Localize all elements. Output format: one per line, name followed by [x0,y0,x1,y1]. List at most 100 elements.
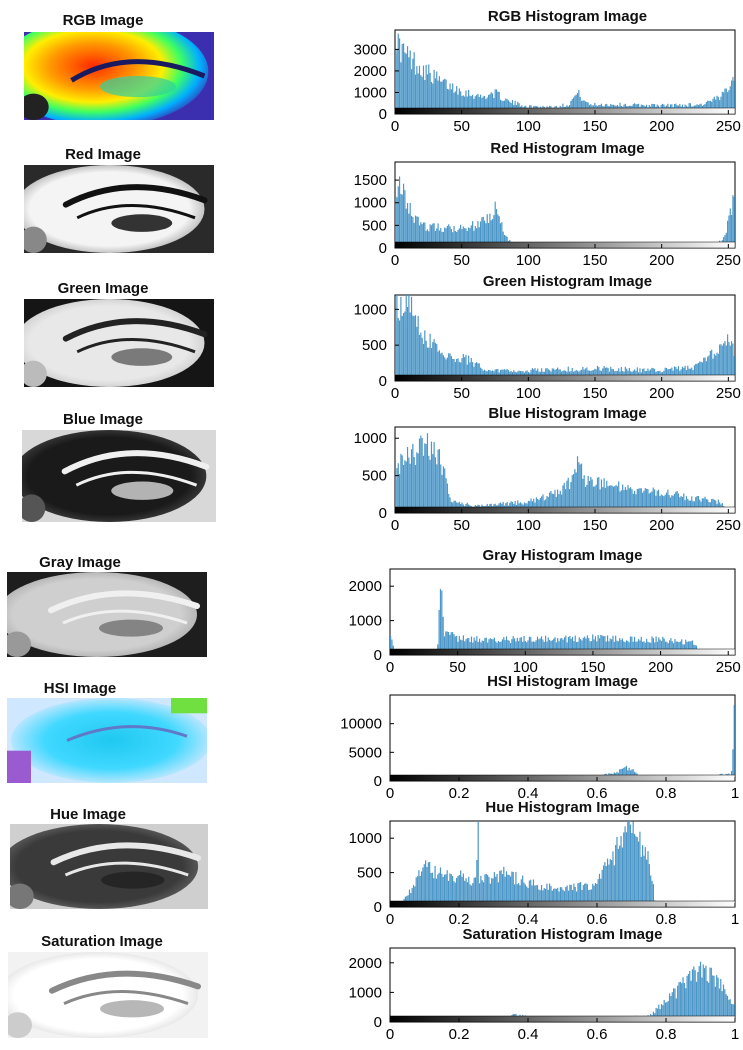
histogram-bar [590,477,592,513]
histogram-bar [391,639,393,655]
histogram-title: Saturation Histogram Image [462,926,663,943]
histogram-bar [433,339,435,381]
histogram-bar [533,498,535,513]
histogram-bar [711,498,713,513]
histogram-bar [555,642,557,655]
histogram-bar [416,216,418,248]
histogram-bar [704,496,706,513]
histogram-bar [443,874,446,907]
histogram-bar [430,872,432,907]
histogram-bar [631,489,633,513]
histogram-bar [567,477,569,513]
histogram-bar [450,89,452,114]
histogram-bar [582,100,584,114]
histogram-bar [717,353,719,381]
histogram-bar [445,478,447,513]
histogram-bar [549,492,551,513]
histogram-bar [441,590,443,655]
histogram-bar [661,495,664,513]
histogram-bar [491,878,493,907]
intensity-colorbar [389,774,736,782]
histogram-bar [597,879,599,907]
histogram-bar [538,499,540,513]
histogram-bar [553,638,555,655]
histogram-bar [449,873,451,907]
histogram-bar [620,640,622,655]
histogram-bar [635,836,637,907]
histogram-bar [549,883,551,907]
histogram-bar [436,464,438,513]
histogram-bar [550,490,552,513]
x-tick-label: 50 [453,385,470,402]
histogram-bar [534,641,536,655]
histogram-bar [482,882,485,907]
histogram-bar [438,449,441,513]
histogram-bar [440,353,442,381]
histogram-bar [411,888,413,907]
histogram-bar [554,888,556,907]
histogram-bar [660,494,662,513]
histogram-bar [573,883,575,907]
histogram-bar [408,889,411,907]
histogram-bar [570,481,572,513]
histogram-bar [639,831,641,907]
histogram-bar [536,885,539,907]
histogram-bar [566,885,568,907]
histogram-bar [624,487,626,513]
histogram-bar [476,94,478,114]
histogram-bar [428,64,430,114]
histogram-bar [434,865,436,907]
histogram-bar [594,486,596,513]
histogram-bar [495,89,498,114]
histogram-bar [437,80,439,114]
histogram-bar [490,92,492,114]
hue-thumbnail [10,824,208,909]
histogram-bar [486,214,488,248]
histogram-bar [405,295,407,381]
histogram-bar [578,462,580,513]
histogram-bar [466,364,468,381]
histogram-bar [462,873,464,907]
histogram-bar [497,91,499,114]
histogram-bar [636,488,638,513]
histogram-bar [469,228,471,248]
histogram-bar [627,640,629,655]
histogram-bar [729,86,731,114]
histogram-bar [697,971,699,1022]
histogram-bar [558,641,560,655]
rgb-thumbnail [24,32,214,120]
histogram-bar [421,871,423,907]
histogram-bar [611,639,613,655]
red-thumbnail [24,165,214,253]
histogram-bar [440,464,442,513]
histogram-bar [695,981,698,1022]
histogram-bar [526,886,528,907]
x-tick-label: 0.2 [449,911,470,928]
histogram-bar [530,637,532,655]
histogram-bar [565,489,567,513]
histogram-bar [395,321,397,381]
histogram-bar [684,500,686,513]
thumb-title: Blue Image [62,411,144,428]
histogram-title: HSI Histogram Image [487,673,638,690]
histogram-bar [616,836,618,907]
histogram-bar [448,493,450,513]
histogram-bar [582,637,584,655]
histogram-bar [398,320,401,381]
histogram-bar [501,639,504,655]
histogram-bar [624,642,626,655]
histogram-bar [441,873,443,907]
histogram-bar [728,999,730,1022]
histogram-bar [659,496,661,513]
histogram-bar [712,975,714,1022]
histogram-bar [664,494,666,513]
histogram-bar [484,874,486,907]
histogram-bar [474,640,477,655]
histogram-bar [439,867,442,907]
histogram-bar [536,636,539,655]
histogram-bar [644,847,646,907]
histogram-bar [449,226,451,248]
histogram-bar [598,638,601,655]
histogram-bar [482,216,484,248]
histogram-bar [524,884,526,907]
